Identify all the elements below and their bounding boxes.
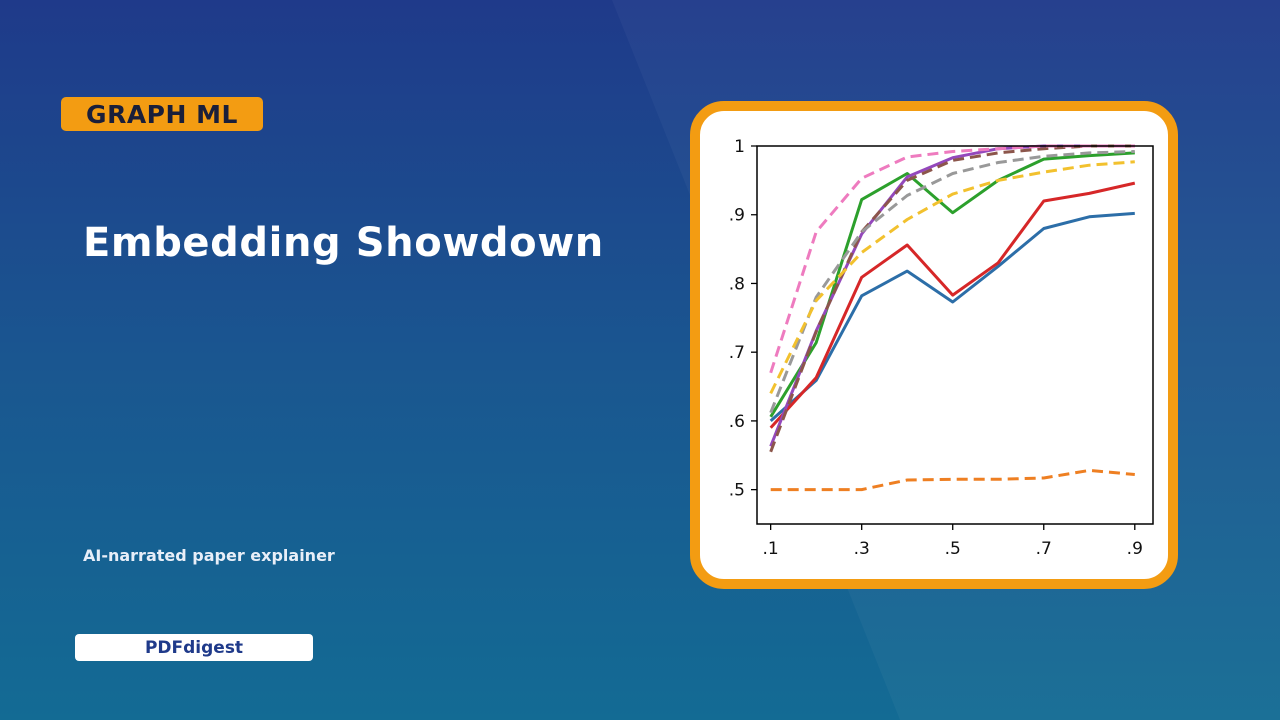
brand-badge: PDFdigest (75, 634, 313, 661)
y-tick-label: 1 (734, 137, 745, 157)
series-line-2 (769, 181, 1136, 429)
x-tick-label: .1 (763, 539, 779, 559)
x-tick-label: .3 (854, 539, 870, 559)
series-line-8 (769, 144, 1135, 374)
slide-subtitle: AI-narrated paper explainer (83, 546, 335, 565)
line-chart: .1 .3 .5 .7 .9 .5 .6 .7 .8 .9 1 (729, 137, 1154, 559)
category-tag: GRAPH ML (61, 97, 263, 131)
chart-card: .1 .3 .5 .7 .9 .5 .6 .7 .8 .9 1 (690, 101, 1178, 589)
series-line-1 (769, 211, 1135, 423)
series-line-3 (769, 151, 1135, 418)
series-line-6 (769, 150, 1135, 414)
y-tick-label: .6 (729, 412, 745, 432)
y-tick-label: .8 (729, 274, 745, 294)
y-tick-label: .5 (729, 481, 745, 501)
x-tick-label: .7 (1036, 539, 1052, 559)
slide-title: Embedding Showdown (83, 220, 604, 266)
series-line-7 (769, 160, 1135, 395)
series-line-9 (770, 468, 1135, 492)
series-line-5 (769, 144, 1135, 453)
y-tick-label: .9 (729, 206, 745, 226)
x-tick-label: .9 (1127, 539, 1143, 559)
y-tick-label: .7 (729, 343, 745, 363)
plot-frame (756, 145, 1154, 525)
x-tick-label: .5 (945, 539, 961, 559)
